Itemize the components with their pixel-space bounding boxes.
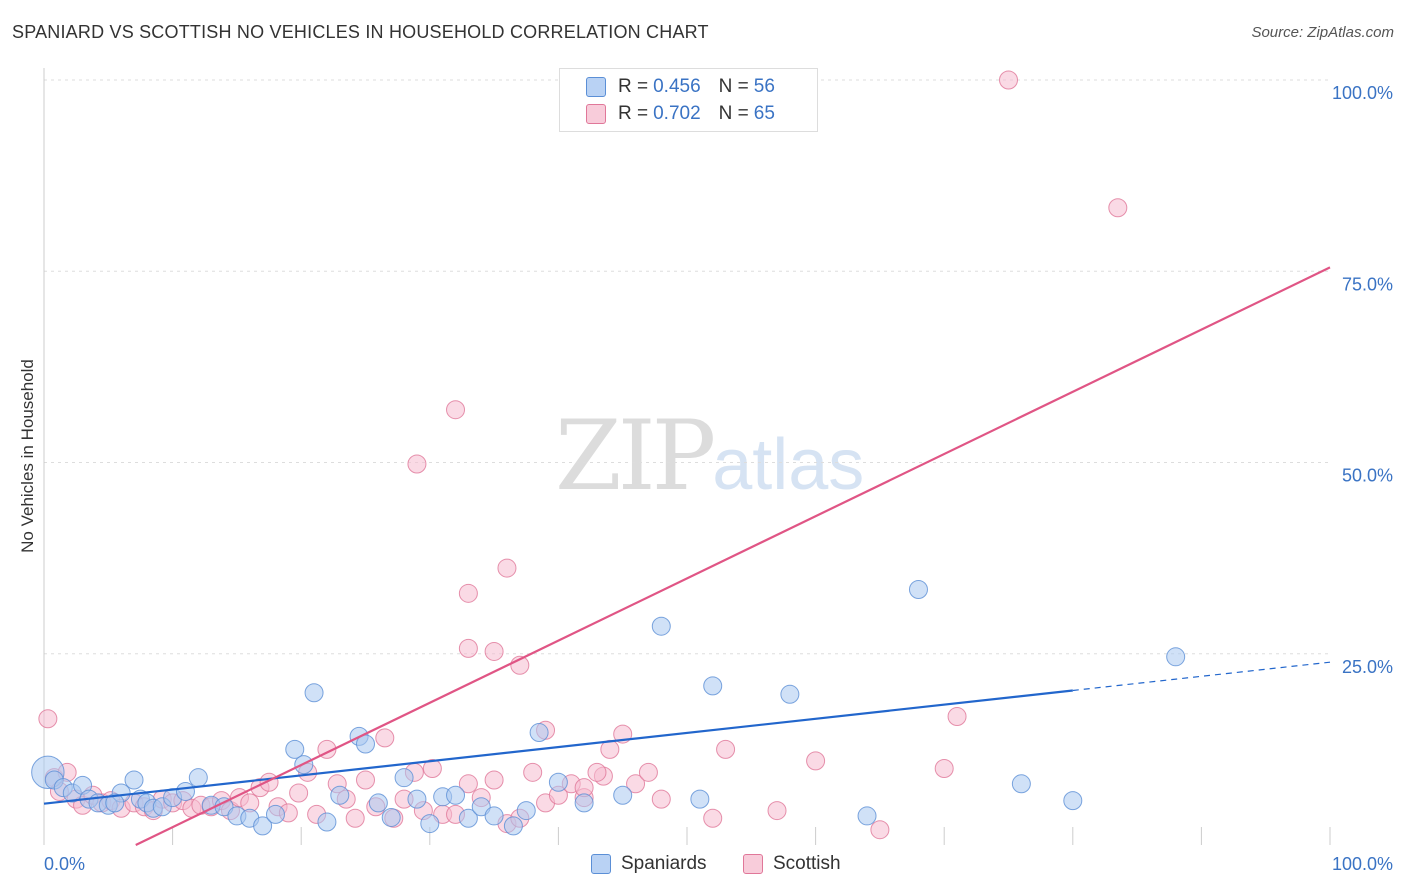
point-spaniards [458,808,478,828]
point-spaniards [703,676,723,696]
point-spaniards [330,785,350,805]
point-scottish [497,558,517,578]
trendline-scottish [135,266,1331,846]
bottom-legend-spaniards: Spaniards [591,852,707,876]
point-scottish [587,762,607,782]
point-spaniards [407,789,427,809]
point-spaniards [368,793,388,813]
point-scottish [651,789,671,809]
legend-r-value: 0.702 [653,103,701,124]
point-spaniards [908,579,928,599]
point-scottish [259,772,279,792]
source-label: Source: ZipAtlas.com [1251,24,1394,41]
point-scottish [626,774,646,794]
point-scottish [703,808,723,828]
point-spaniards [503,816,523,836]
point-spaniards [613,785,633,805]
point-scottish [767,801,787,821]
point-spaniards [1166,647,1186,667]
legend-r-label: R = [618,76,649,97]
point-spaniards [484,806,504,826]
point-scottish [638,762,658,782]
point-scottish [484,770,504,790]
point-scottish [523,762,543,782]
legend-n-label: N = [718,76,749,97]
point-scottish [458,638,478,658]
bottom-legend-label-spaniards: Spaniards [621,853,707,874]
point-spaniards [548,772,568,792]
trendline-spaniards [43,689,1073,805]
point-scottish [407,454,427,474]
trendline-spaniards-extension [1072,661,1331,692]
point-scottish [446,400,466,420]
point-spaniards [188,768,208,788]
point-spaniards [1011,774,1031,794]
point-spaniards [304,683,324,703]
point-spaniards [317,812,337,832]
point-scottish [289,783,309,803]
x-tick-label: 0.0% [44,854,85,874]
legend-row-spaniards: R = 0.456 N = 56 [586,75,775,99]
point-scottish [345,808,365,828]
point-scottish [999,70,1018,90]
point-scottish [806,751,826,771]
point-spaniards [285,739,305,759]
point-spaniards [1063,791,1083,811]
point-spaniards [471,797,491,817]
y-tick-label: 75.0% [1342,274,1393,294]
point-scottish [458,583,478,603]
point-spaniards [529,723,549,743]
legend-swatch-scottish [586,104,606,124]
legend-swatch-spaniards [586,77,606,97]
point-spaniards [105,793,125,813]
legend-n-value: 65 [753,103,775,124]
point-scottish [458,774,478,794]
point-scottish [38,709,58,729]
point-scottish [484,641,504,661]
point-spaniards [253,816,273,836]
y-tick-label: 100.0% [1332,83,1393,103]
legend-row-scottish: R = 0.702 N = 65 [586,102,775,126]
legend-r-label: R = [618,103,649,124]
point-spaniards [574,793,594,813]
y-tick-label: 25.0% [1342,657,1393,677]
bottom-legend-swatch-spaniards [591,854,611,874]
bottom-legend-scottish: Scottish [743,852,841,876]
point-spaniards [516,801,536,821]
bottom-legend-label-scottish: Scottish [773,853,841,874]
legend-n-label: N = [718,103,749,124]
point-spaniards [175,781,195,801]
x-tick-label: 100.0% [1332,854,1393,874]
point-spaniards [265,804,285,824]
point-scottish [870,820,890,840]
point-spaniards [780,684,800,704]
legend-r-value: 0.456 [653,76,701,97]
point-scottish [375,728,395,748]
point-scottish [716,739,736,759]
point-scottish [1108,198,1128,218]
point-spaniards [690,789,710,809]
point-scottish [947,706,967,726]
point-scottish [934,759,954,778]
point-spaniards [381,807,401,827]
y-axis-label: No Vehicles in Household [18,359,37,553]
y-tick-label: 50.0% [1342,466,1393,486]
point-spaniards [857,806,877,826]
point-scottish [356,770,375,790]
point-spaniards [651,616,671,636]
point-spaniards [124,770,144,790]
point-spaniards [394,768,414,788]
point-spaniards [446,785,466,805]
bottom-legend-swatch-scottish [743,854,763,874]
correlation-legend: R = 0.456 N = 56 R = 0.702 N = 65 [559,68,818,132]
point-spaniards [420,814,440,834]
point-scottish [422,759,442,778]
chart-title: SPANIARD VS SCOTTISH NO VEHICLES IN HOUS… [12,22,709,42]
legend-n-value: 56 [753,76,775,97]
